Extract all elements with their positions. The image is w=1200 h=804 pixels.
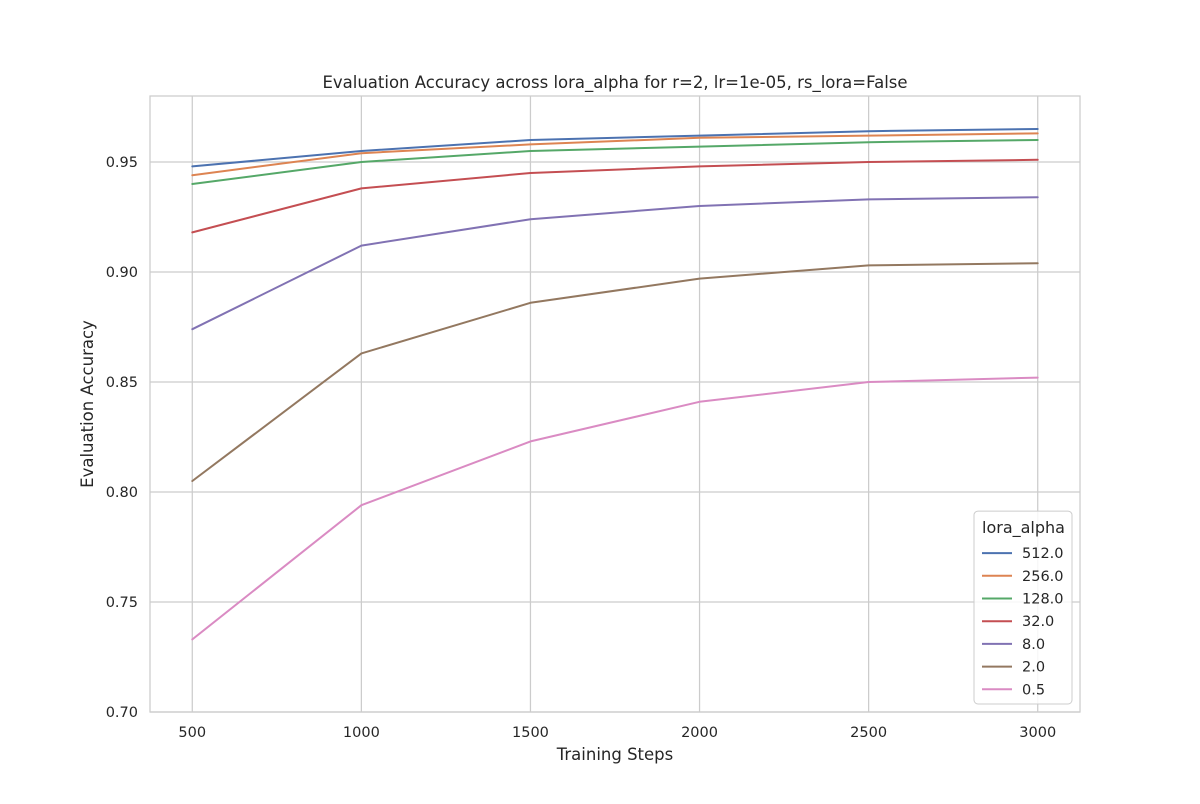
legend-label: 128.0 xyxy=(1022,592,1064,608)
legend-label: 256.0 xyxy=(1022,569,1064,585)
legend: lora_alpha 512.0 256.0 128.0 32.0 8.0 2.0 0.5 xyxy=(973,510,1073,705)
x-tick-label: 1500 xyxy=(512,725,549,741)
y-tick-label: 0.70 xyxy=(106,705,138,721)
y-tick-label: 0.75 xyxy=(106,595,138,611)
legend-label: 512.0 xyxy=(1022,546,1064,562)
legend-title: lora_alpha xyxy=(982,518,1065,538)
legend-label: 2.0 xyxy=(1022,660,1045,676)
legend-box xyxy=(973,510,1073,705)
y-tick-label: 0.85 xyxy=(106,375,138,391)
plot-area-frame xyxy=(149,95,1081,713)
chart-title: Evaluation Accuracy across lora_alpha fo… xyxy=(322,73,907,93)
grid xyxy=(150,96,1080,713)
legend-label: 8.0 xyxy=(1022,637,1045,653)
legend-items: 512.0 256.0 128.0 32.0 8.0 2.0 0.5 xyxy=(982,546,1064,698)
series-line-2-0 xyxy=(191,262,1039,482)
series-line-0-5 xyxy=(191,376,1039,641)
series-lines xyxy=(191,128,1039,641)
series-line-256-0 xyxy=(191,132,1039,177)
x-axis-label: Training Steps xyxy=(556,745,674,764)
legend-label: 32.0 xyxy=(1022,614,1054,630)
y-axis-label: Evaluation Accuracy xyxy=(78,320,97,488)
y-tick-label: 0.90 xyxy=(106,265,138,281)
y-tick-label: 0.95 xyxy=(106,155,138,171)
x-tick-label: 1000 xyxy=(343,725,380,741)
series-line-8-0 xyxy=(191,196,1039,331)
x-tick-label: 2000 xyxy=(681,725,718,741)
legend-label: 0.5 xyxy=(1022,682,1045,698)
series-line-32-0 xyxy=(191,158,1039,234)
x-tick-label: 3000 xyxy=(1019,725,1056,741)
x-tick-label: 2500 xyxy=(850,725,887,741)
y-tick-label: 0.80 xyxy=(106,485,138,501)
series-line-128-0 xyxy=(191,139,1039,185)
x-tick-label: 500 xyxy=(178,725,206,741)
series-line-512-0 xyxy=(191,128,1039,168)
tick-labels: 500 1000 1500 2000 2500 3000 0.70 0.75 0.80 0.85 0… xyxy=(106,155,1056,741)
